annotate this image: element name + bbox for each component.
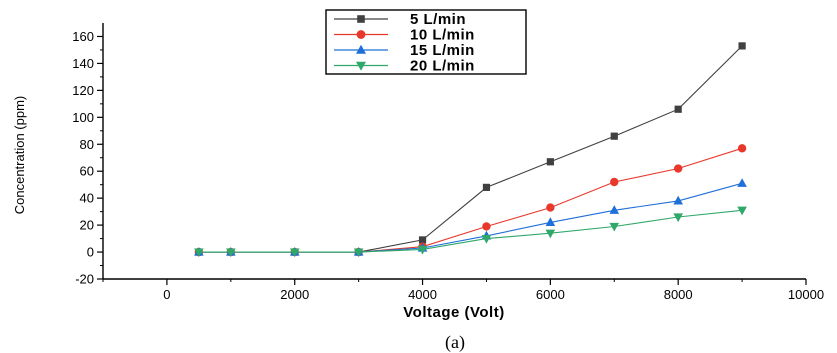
- axis-ticks: -20 0 20 40 60 80 100 120 140 160 0 2000 4000 6000 800…: [72, 29, 824, 302]
- legend-marker: [356, 30, 366, 39]
- data-point: [417, 245, 428, 255]
- data-point: [482, 183, 491, 191]
- x-axis-label: Voltage (Volt): [403, 304, 504, 321]
- y-tick-label: 160: [72, 29, 94, 44]
- y-tick-label: 20: [80, 218, 94, 233]
- data-point: [674, 105, 682, 113]
- y-tick-label: 0: [87, 245, 94, 260]
- data-point: [546, 158, 554, 166]
- data-point: [226, 248, 236, 258]
- x-tick-label: 6000: [536, 287, 565, 302]
- data-point: [673, 213, 683, 223]
- data-point: [289, 248, 300, 258]
- y-tick-label: 100: [72, 110, 94, 125]
- data-point: [194, 248, 204, 258]
- data-point: [353, 248, 364, 258]
- data-point: [673, 195, 683, 205]
- legend-label: 20 L/min: [410, 58, 475, 75]
- figure-caption: (a): [445, 332, 465, 353]
- data-point: [546, 203, 555, 212]
- data-point: [737, 178, 747, 187]
- legend-item: 10 L/min: [334, 27, 475, 44]
- data-point: [545, 229, 556, 239]
- legend-item: 20 L/min: [334, 58, 475, 75]
- legend-marker: [357, 15, 365, 23]
- legend-item: 5 L/min: [334, 11, 466, 28]
- legend-label: 10 L/min: [410, 27, 475, 44]
- series-3: [194, 206, 747, 258]
- plot-frame: [102, 23, 806, 280]
- x-tick-label: 2000: [280, 287, 309, 302]
- y-tick-label: -20: [75, 272, 94, 287]
- legend-item: 15 L/min: [334, 42, 475, 59]
- data-point: [609, 205, 620, 214]
- x-tick-label: 8000: [664, 287, 693, 302]
- data-point: [610, 132, 618, 140]
- series-line: [198, 209, 743, 253]
- x-tick-label: 0: [163, 287, 170, 302]
- data-point: [737, 206, 747, 216]
- y-tick-label: 140: [72, 56, 94, 71]
- data-point: [418, 236, 427, 244]
- data-point: [673, 164, 683, 173]
- data-point: [481, 234, 492, 244]
- series-line: [198, 45, 743, 253]
- legend-label: 5 L/min: [410, 11, 466, 28]
- legend-marker: [356, 61, 366, 71]
- y-axis-label: Concentration (ppm): [12, 96, 27, 215]
- data-point: [610, 177, 619, 187]
- legend-marker: [356, 44, 366, 54]
- data-point: [609, 222, 620, 232]
- legend-label: 15 L/min: [410, 42, 475, 59]
- data-point: [545, 217, 556, 227]
- data-point: [738, 42, 746, 50]
- series-2: [194, 178, 747, 256]
- y-tick-label: 120: [72, 83, 94, 98]
- y-tick-label: 80: [80, 137, 94, 152]
- series-layer: [194, 42, 747, 258]
- y-tick-label: 60: [80, 164, 94, 179]
- x-tick-label: 4000: [408, 287, 437, 302]
- data-point: [737, 144, 747, 153]
- data-point: [482, 222, 491, 231]
- x-tick-label: 10000: [788, 287, 824, 302]
- y-tick-label: 40: [80, 191, 94, 206]
